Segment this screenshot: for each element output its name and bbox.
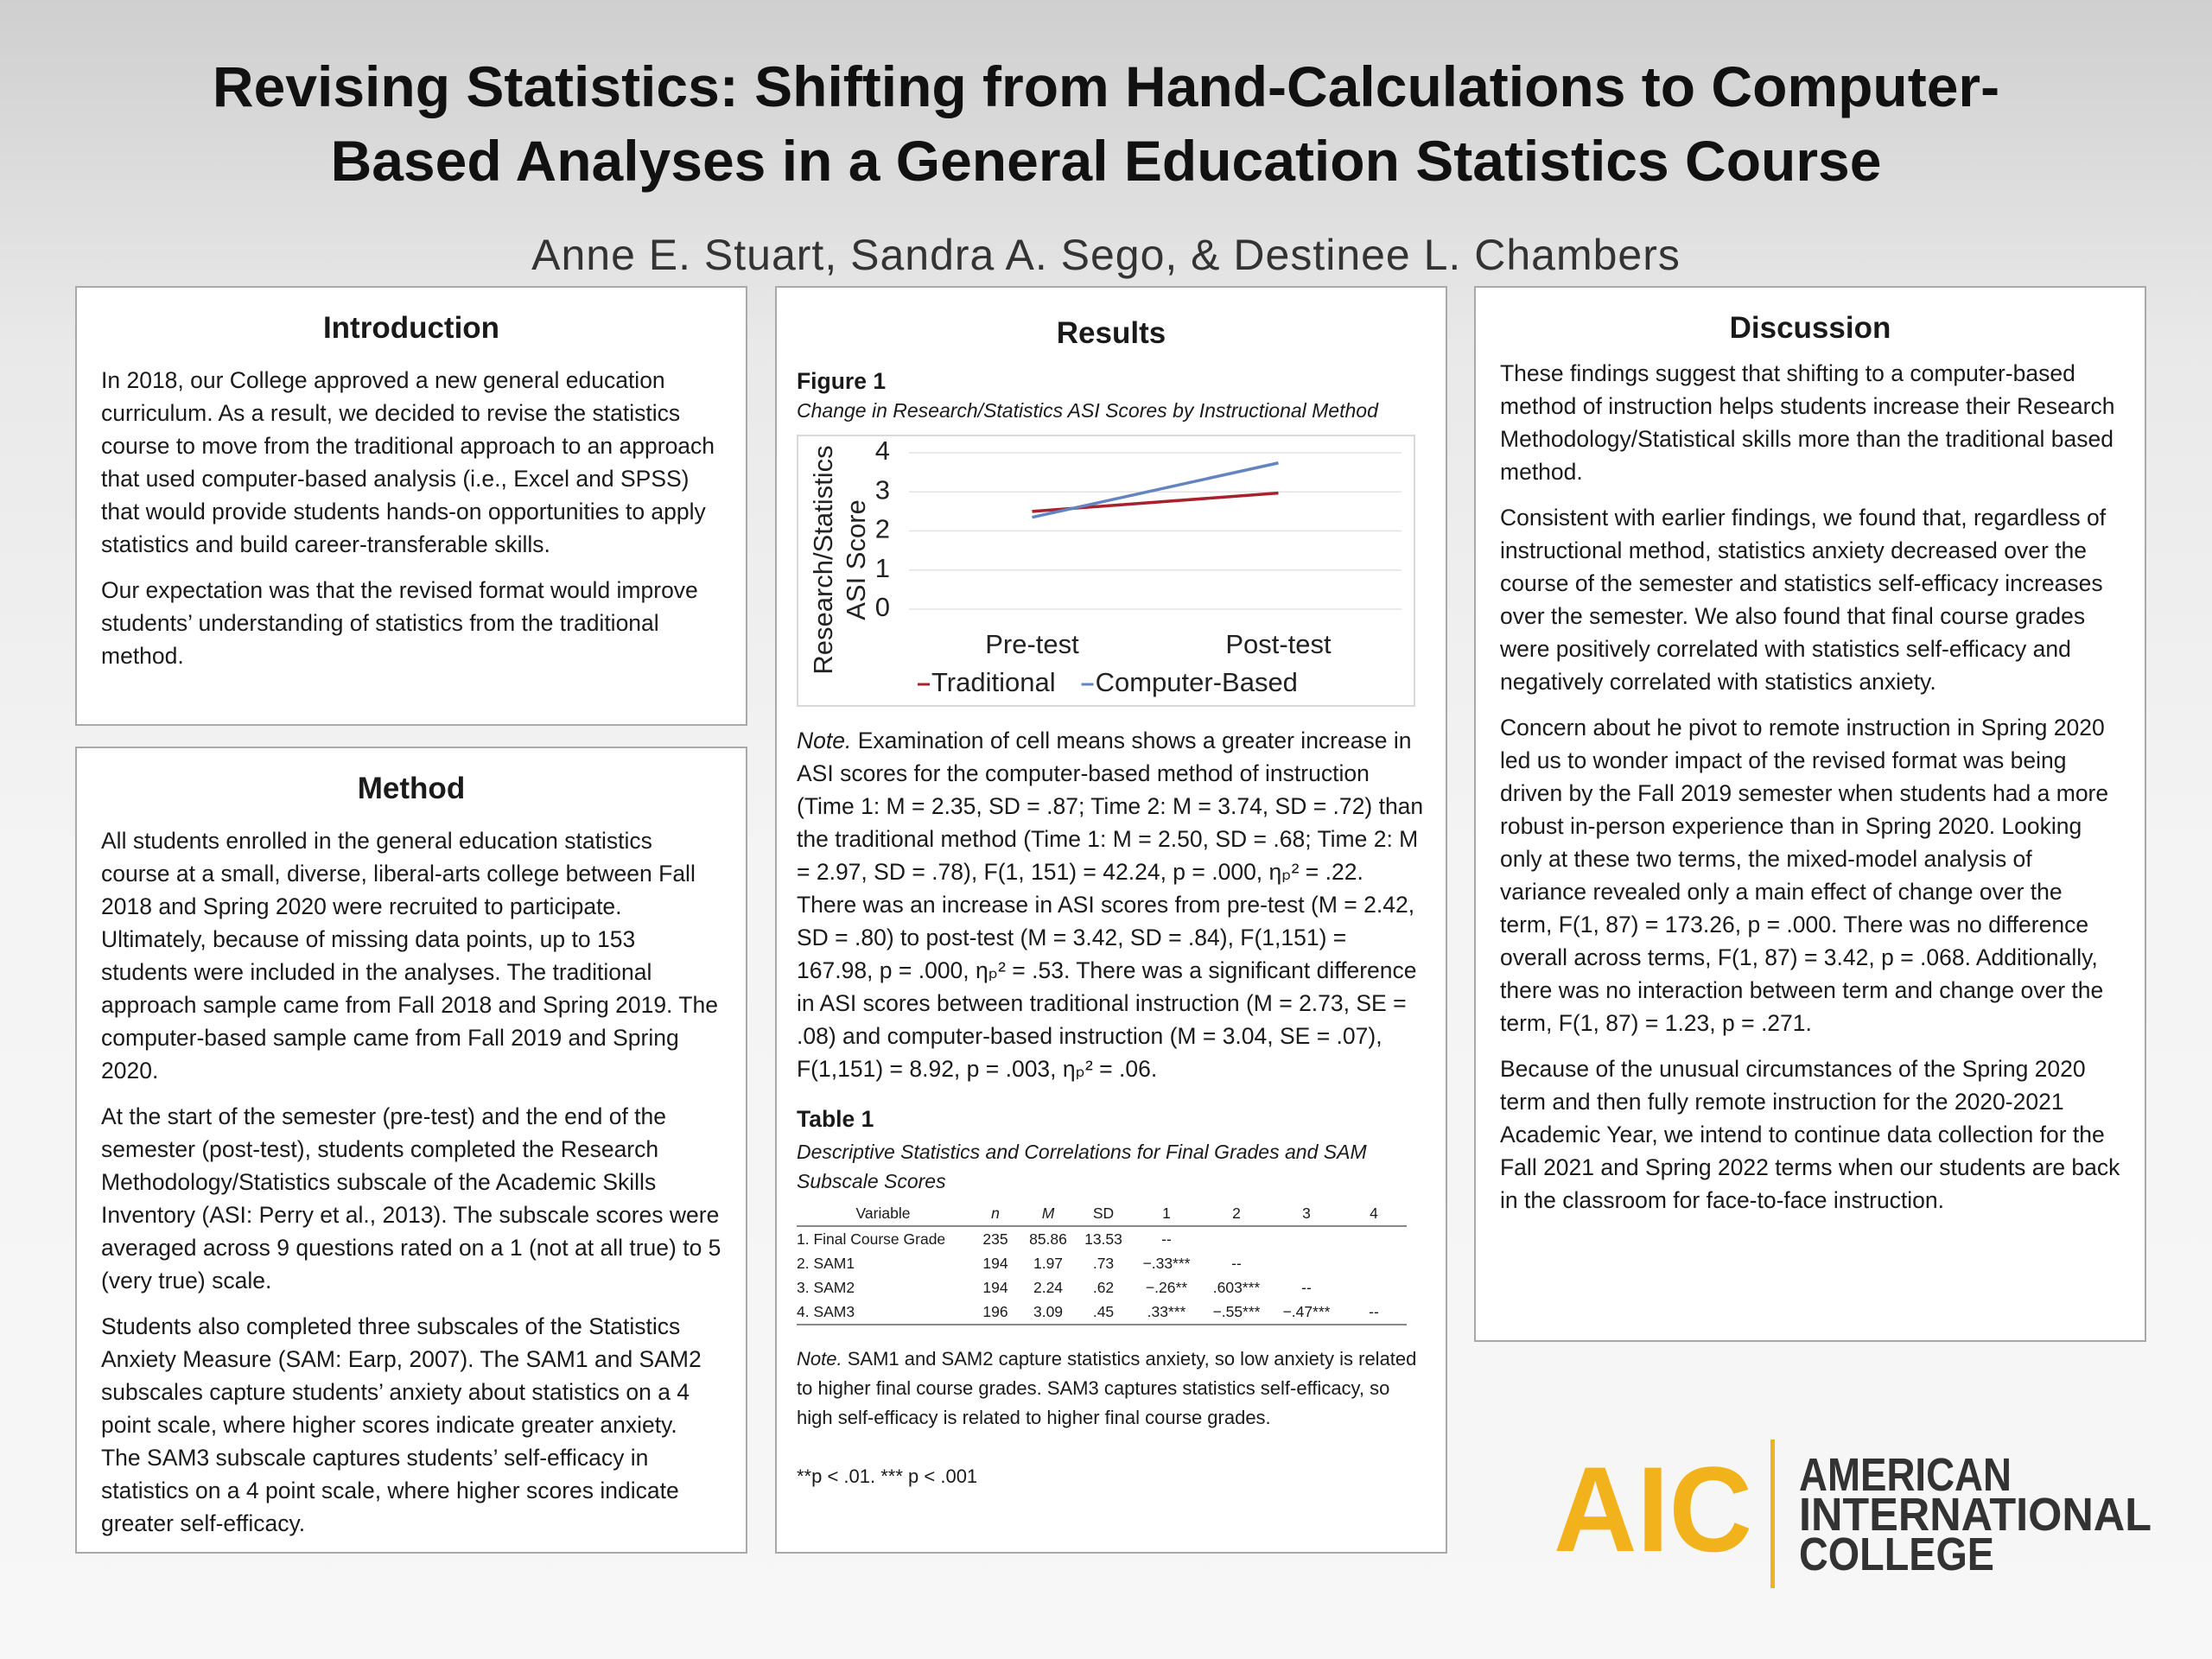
table-row: 1. Final Course Grade 235 85.86 13.53 -- [797, 1226, 1407, 1251]
note-text: Examination of cell means shows a greate… [797, 728, 1424, 1082]
table-cell: -- [1369, 1302, 1379, 1320]
legend-label: Computer-Based [1096, 667, 1298, 697]
table-cell: 1. Final Course Grade [797, 1230, 946, 1248]
table-cell: .45 [1092, 1302, 1115, 1320]
table: Variable n M SD 1 2 3 4 1. Final Course Grade 23… [797, 1201, 1407, 1325]
chart: Research/Statistics ASI Score 0 1 2 3 4 Pre-t… [797, 435, 1415, 707]
table-label: Table 1 [797, 1106, 874, 1132]
column-header: 4 [1370, 1204, 1378, 1222]
logo-name: COLLEGE [1799, 1529, 1994, 1580]
legend-label: Traditional [931, 667, 1056, 697]
table-cell: .603*** [1212, 1278, 1261, 1296]
table-cell: .73 [1092, 1254, 1115, 1272]
column-header: 1 [1162, 1204, 1171, 1222]
title-line: Revising Statistics: Shifting from Hand-… [212, 54, 2000, 118]
table-cell: 194 [982, 1254, 1008, 1272]
column-header: SD [1092, 1204, 1115, 1222]
table-cell: -- [1301, 1278, 1312, 1296]
column-header: M [1041, 1204, 1055, 1222]
table-cell: .33*** [1147, 1302, 1186, 1320]
x-tick-label: Post-test [1225, 629, 1332, 659]
table-note: Note. SAM1 and SAM2 capture statistics a… [797, 1344, 1427, 1433]
column-header: n [991, 1204, 1000, 1222]
table-cell: −.55*** [1212, 1302, 1261, 1320]
y-tick-label: 3 [875, 474, 890, 505]
table-row: 2. SAM1 194 1.97 .73 −.33*** -- [797, 1251, 1407, 1275]
table-cell: 4. SAM3 [797, 1302, 855, 1320]
note-label: Note. [797, 1348, 842, 1370]
paragraph: Concern about he pivot to remote instruc… [1500, 715, 2109, 1036]
table-cell: 196 [982, 1302, 1008, 1320]
column-header: 2 [1232, 1204, 1241, 1222]
figure-note: Note. Examination of cell means shows a … [797, 724, 1427, 1085]
paragraph: In 2018, our College approved a new gene… [101, 367, 715, 557]
column-header: Variable [855, 1204, 911, 1222]
paragraph: Students also completed three subscales … [101, 1313, 702, 1536]
y-axis-title: Research/Statistics ASI Score [808, 445, 871, 674]
logo-divider [1770, 1440, 1775, 1588]
table-cell: −.33*** [1142, 1254, 1191, 1272]
table-body: 1. Final Course Grade 235 85.86 13.53 -- 2. S… [797, 1226, 1407, 1325]
table-cell: 235 [982, 1230, 1008, 1248]
figure-label: Figure 1 [797, 368, 887, 394]
title-line: Based Analyses in a General Education St… [330, 129, 1882, 193]
heading: Results [1056, 316, 1166, 350]
table-cell: .62 [1092, 1278, 1115, 1296]
table-cell: −.26** [1145, 1278, 1188, 1296]
table-cell: -- [1231, 1254, 1242, 1272]
y-tick-label: 2 [875, 514, 890, 544]
figure-caption: Change in Research/Statistics ASI Scores… [797, 399, 1378, 422]
table-row: 4. SAM3 196 3.09 .45 .33*** −.55*** −.47*** -- [797, 1300, 1407, 1325]
introduction-panel: Introduction In 2018, our College approv… [75, 286, 747, 726]
x-tick-label: Pre-test [985, 629, 1079, 659]
heading: Introduction [322, 311, 500, 345]
method-panel: Method All students enrolled in the gene… [75, 747, 747, 1554]
table-cell: 2. SAM1 [797, 1254, 855, 1272]
table-caption: Descriptive Statistics and Correlations … [797, 1141, 1367, 1192]
heading: Discussion [1729, 311, 1891, 345]
note-label: Note. [797, 728, 852, 753]
table-cell: 3. SAM2 [797, 1278, 855, 1296]
table-cell: 85.86 [1029, 1230, 1067, 1248]
logo-name: AMERICAN [1799, 1449, 2012, 1501]
table-cell [1272, 1226, 1341, 1251]
note-text: SAM1 and SAM2 capture statistics anxiety… [797, 1348, 1417, 1428]
y-axis-title-line: Research/Statistics [808, 445, 838, 674]
table-header: Variable n M SD 1 2 3 4 [797, 1201, 1407, 1226]
table-cell: −.47*** [1282, 1302, 1331, 1320]
table-cell: 194 [982, 1278, 1008, 1296]
paragraph: Consistent with earlier findings, we fou… [1500, 505, 2107, 695]
y-tick-label: 0 [875, 592, 890, 622]
table-cell [1201, 1226, 1272, 1251]
logo-name: INTERNATIONAL [1799, 1489, 2152, 1541]
table-row: 3. SAM2 194 2.24 .62 −.26** .603*** -- [797, 1275, 1407, 1300]
paragraph: All students enrolled in the general edu… [101, 828, 718, 1084]
table-cell: -- [1161, 1230, 1172, 1248]
paragraph: At the start of the semester (pre-test) … [101, 1103, 721, 1294]
table-cell: 1.97 [1033, 1254, 1064, 1272]
table-cell: 2.24 [1033, 1278, 1064, 1296]
authors: Anne E. Stuart, Sandra A. Sego, & Destin… [531, 231, 1681, 279]
table-cell [1341, 1275, 1407, 1300]
column-header: 3 [1302, 1204, 1311, 1222]
significance-note: **p < .01. *** p < .001 [797, 1465, 978, 1487]
paragraph: Because of the unusual circumstances of … [1500, 1056, 2120, 1213]
y-tick-label: 4 [875, 435, 890, 466]
logo: AIC AMERICAN INTERNATIONAL COLLEGE [1554, 1440, 2152, 1588]
table-cell [1341, 1226, 1407, 1251]
paragraph: Our expectation was that the revised for… [101, 577, 698, 669]
paragraph: These findings suggest that shifting to … [1500, 360, 2115, 485]
heading: Method [357, 772, 466, 805]
discussion-panel: Discussion These findings suggest that s… [1474, 286, 2146, 1342]
table-cell: 3.09 [1033, 1302, 1064, 1320]
table-cell [1341, 1251, 1407, 1275]
y-axis-title-line: ASI Score [841, 499, 871, 620]
table-cell [1272, 1251, 1341, 1275]
table-cell: 13.53 [1084, 1230, 1122, 1248]
logo-mark: AIC [1554, 1441, 1752, 1577]
series-line [1032, 461, 1279, 519]
y-tick-label: 1 [875, 553, 890, 583]
